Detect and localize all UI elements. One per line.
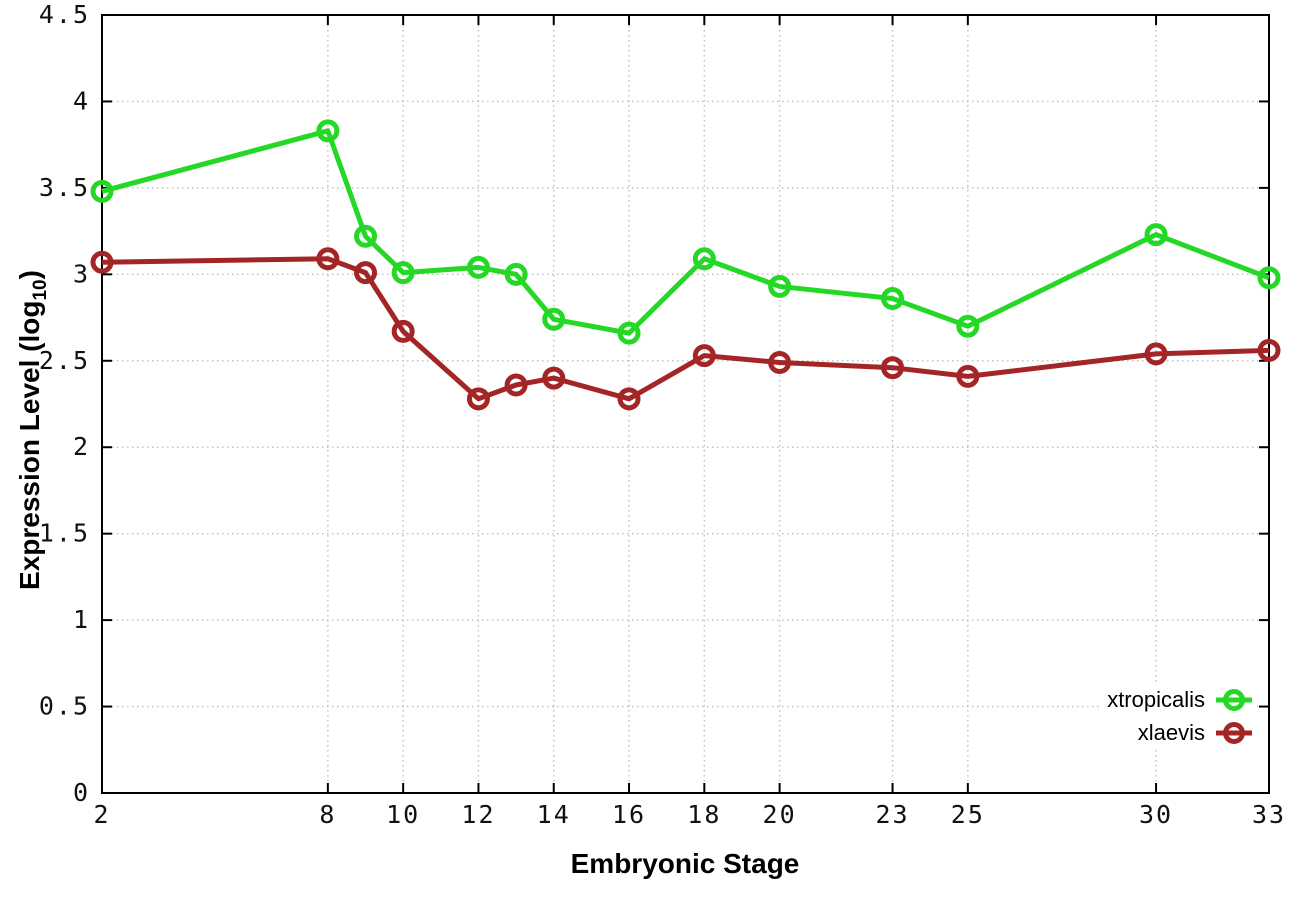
data-point-xtropicalis xyxy=(504,262,528,286)
data-point-xlaevis xyxy=(316,247,340,271)
data-point-xtropicalis xyxy=(354,224,378,248)
x-tick-label: 10 xyxy=(386,800,420,829)
legend-label-xlaevis: xlaevis xyxy=(1137,719,1205,745)
y-tick-label: 4 xyxy=(73,86,90,115)
x-tick-label: 12 xyxy=(461,800,495,829)
data-point-xlaevis xyxy=(881,356,905,380)
x-tick-label: 25 xyxy=(951,800,985,829)
plot-border xyxy=(101,14,1270,794)
legend: xtropicalis xlaevis xyxy=(1101,683,1254,749)
x-tick-label: 2 xyxy=(93,800,110,829)
data-point-xlaevis xyxy=(542,366,566,390)
x-tick-label: 18 xyxy=(687,800,721,829)
data-point-xlaevis xyxy=(1257,338,1281,362)
x-tick-label: 14 xyxy=(537,800,571,829)
data-point-xtropicalis xyxy=(466,255,490,279)
legend-marker-xlaevis xyxy=(1216,721,1252,744)
data-point-xtropicalis xyxy=(1257,266,1281,290)
data-point-xlaevis xyxy=(617,387,641,411)
data-point-xlaevis xyxy=(956,364,980,388)
x-tick-label: 33 xyxy=(1252,800,1286,829)
x-tick-label: 16 xyxy=(612,800,646,829)
data-point-xtropicalis xyxy=(90,179,114,203)
legend-label-xtropicalis: xtropicalis xyxy=(1107,686,1205,712)
data-point-xlaevis xyxy=(90,250,114,274)
x-tick-label: 30 xyxy=(1139,800,1173,829)
y-tick-label: 2 xyxy=(73,432,90,461)
y-axis-title-text: Expression Level (log xyxy=(14,300,46,590)
y-axis-title-subscript: 10 xyxy=(29,279,51,301)
data-point-xtropicalis xyxy=(692,247,716,271)
legend-item-xlaevis: xlaevis xyxy=(1107,716,1254,749)
legend-marker-xtropicalis xyxy=(1216,688,1252,711)
data-point-xtropicalis xyxy=(956,314,980,338)
series-line-xtropicalis xyxy=(101,128,1270,336)
y-tick-label: 2.5 xyxy=(39,346,90,375)
data-point-xtropicalis xyxy=(391,261,415,285)
data-point-xtropicalis xyxy=(1144,223,1168,247)
data-point-xlaevis xyxy=(692,344,716,368)
y-axis-title-close: ) xyxy=(14,270,46,280)
x-tick-label: 20 xyxy=(763,800,797,829)
y-tick-label: 0 xyxy=(73,778,90,807)
legend-item-xtropicalis: xtropicalis xyxy=(1107,683,1254,716)
data-point-xtropicalis xyxy=(768,274,792,298)
series-line-xlaevis xyxy=(101,256,1270,402)
data-point-xlaevis xyxy=(1144,342,1168,366)
y-tick-label: 1 xyxy=(73,605,90,634)
data-point-xlaevis xyxy=(466,387,490,411)
y-tick-label: 0.5 xyxy=(39,692,90,721)
data-point-xtropicalis xyxy=(881,287,905,311)
x-tick-label: 23 xyxy=(875,800,909,829)
y-tick-label: 3 xyxy=(73,259,90,288)
y-tick-label: 3.5 xyxy=(39,173,90,202)
data-point-xtropicalis xyxy=(316,119,340,143)
data-point-xtropicalis xyxy=(617,321,641,345)
data-point-xtropicalis xyxy=(542,307,566,331)
x-axis-title: Embryonic Stage xyxy=(570,848,800,879)
data-point-xlaevis xyxy=(768,351,792,375)
data-point-xlaevis xyxy=(354,261,378,285)
y-tick-label: 1.5 xyxy=(39,519,90,548)
data-point-xlaevis xyxy=(391,319,415,343)
y-axis-title: Expression Level (log10) xyxy=(14,270,52,590)
y-tick-label: 4.5 xyxy=(39,0,90,29)
x-tick-label: 8 xyxy=(319,800,336,829)
data-point-xlaevis xyxy=(504,373,528,397)
